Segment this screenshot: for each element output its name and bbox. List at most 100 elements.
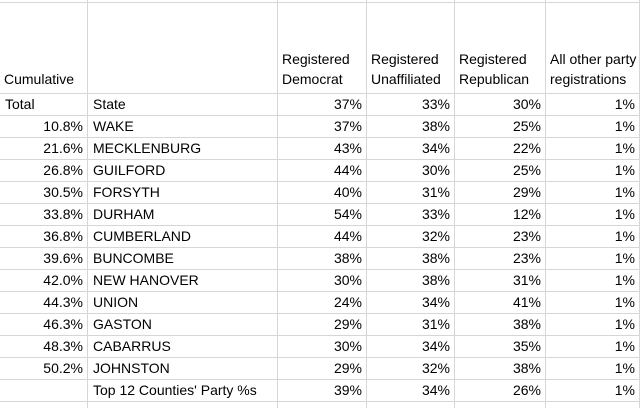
cell-dem[interactable]: 40% [278,182,367,204]
cell-county[interactable]: UNION [88,292,278,314]
cell-dem[interactable]: 29% [278,314,367,336]
cell-cumulative[interactable]: 26.8% [0,160,88,182]
cell-rep[interactable]: 26% [455,380,546,402]
cell-other[interactable]: 1% [546,116,640,138]
cell-other[interactable]: 1% [546,160,640,182]
cell-cumulative[interactable]: 48.3% [0,336,88,358]
cell-unaff[interactable]: 32% [367,358,455,380]
cell-empty[interactable] [367,402,455,408]
cell-empty[interactable] [455,402,546,408]
cell-other[interactable]: 1% [546,204,640,226]
cell-other[interactable]: 1% [546,380,640,402]
cell-cumulative[interactable]: 42.0% [0,270,88,292]
cell-rep[interactable]: 35% [455,336,546,358]
cell-unaff[interactable]: 30% [367,160,455,182]
cell-empty[interactable] [367,0,455,3]
header-registered-republican[interactable]: Registered Republican [455,3,546,94]
cell-rep[interactable]: 41% [455,292,546,314]
cell-rep[interactable]: 25% [455,116,546,138]
cell-dem[interactable]: 29% [278,358,367,380]
cell-county[interactable]: NEW HANOVER [88,270,278,292]
cell-empty[interactable] [546,402,640,408]
cell-unaff[interactable]: 34% [367,292,455,314]
header-all-other-party[interactable]: All other party registrations [546,3,640,94]
cell-cumulative[interactable]: 44.3% [0,292,88,314]
cell-empty[interactable] [455,0,546,3]
cell-rep[interactable]: 23% [455,248,546,270]
cell-rep[interactable]: 12% [455,204,546,226]
cell-dem[interactable]: 30% [278,270,367,292]
cell-county[interactable]: BUNCOMBE [88,248,278,270]
cell-county[interactable]: CABARRUS [88,336,278,358]
cell-other[interactable]: 1% [546,248,640,270]
cell-rep[interactable]: 38% [455,358,546,380]
cell-rep[interactable]: 25% [455,160,546,182]
cell-empty[interactable] [278,402,367,408]
cell-cumulative[interactable]: 36.8% [0,226,88,248]
cell-dem[interactable]: 44% [278,226,367,248]
cell-other[interactable]: 1% [546,94,640,116]
cell-unaff[interactable]: 38% [367,248,455,270]
cell-empty[interactable] [0,0,88,3]
cell-county[interactable]: DURHAM [88,204,278,226]
cell-cumulative[interactable]: 39.6% [0,248,88,270]
cell-county[interactable]: GASTON [88,314,278,336]
cell-county[interactable]: WAKE [88,116,278,138]
cell-unaff[interactable]: 31% [367,182,455,204]
cell-other[interactable]: 1% [546,292,640,314]
cell-unaff[interactable]: 38% [367,270,455,292]
cell-other[interactable]: 1% [546,358,640,380]
cell-other[interactable]: 1% [546,226,640,248]
cell-empty[interactable] [88,402,278,408]
cell-rep[interactable]: 30% [455,94,546,116]
cell-other[interactable]: 1% [546,138,640,160]
cell-dem[interactable]: 37% [278,94,367,116]
cell-cumulative[interactable]: 46.3% [0,314,88,336]
cell-county[interactable]: Top 12 Counties' Party %s [88,380,278,402]
cell-empty[interactable] [278,0,367,3]
cell-other[interactable]: 1% [546,336,640,358]
cell-cumulative[interactable]: 50.2% [0,358,88,380]
cell-dem[interactable]: 43% [278,138,367,160]
cell-cumulative[interactable]: 21.6% [0,138,88,160]
cell-other[interactable]: 1% [546,182,640,204]
cell-dem[interactable]: 24% [278,292,367,314]
cell-cumulative[interactable]: Total [0,94,88,116]
cell-county[interactable]: FORSYTH [88,182,278,204]
cell-rep[interactable]: 31% [455,270,546,292]
cell-unaff[interactable]: 34% [367,138,455,160]
cell-cumulative[interactable]: 33.8% [0,204,88,226]
cell-unaff[interactable]: 34% [367,380,455,402]
cell-dem[interactable]: 30% [278,336,367,358]
header-registered-unaffiliated[interactable]: Registered Unaffiliated [367,3,455,94]
cell-unaff[interactable]: 31% [367,314,455,336]
cell-cumulative[interactable]: 10.8% [0,116,88,138]
cell-county[interactable]: MECKLENBURG [88,138,278,160]
cell-county[interactable]: State [88,94,278,116]
header-county[interactable] [88,3,278,94]
cell-cumulative[interactable] [0,380,88,402]
cell-unaff[interactable]: 34% [367,336,455,358]
header-cumulative[interactable]: Cumulative [0,3,88,94]
cell-dem[interactable]: 37% [278,116,367,138]
header-registered-democrat[interactable]: Registered Democrat [278,3,367,94]
cell-unaff[interactable]: 33% [367,204,455,226]
cell-dem[interactable]: 44% [278,160,367,182]
cell-other[interactable]: 1% [546,314,640,336]
cell-dem[interactable]: 54% [278,204,367,226]
cell-unaff[interactable]: 32% [367,226,455,248]
cell-rep[interactable]: 23% [455,226,546,248]
cell-cumulative[interactable]: 30.5% [0,182,88,204]
cell-rep[interactable]: 29% [455,182,546,204]
cell-dem[interactable]: 38% [278,248,367,270]
cell-county[interactable]: CUMBERLAND [88,226,278,248]
cell-rep[interactable]: 22% [455,138,546,160]
cell-rep[interactable]: 38% [455,314,546,336]
cell-unaff[interactable]: 38% [367,116,455,138]
cell-dem[interactable]: 39% [278,380,367,402]
cell-unaff[interactable]: 33% [367,94,455,116]
cell-county[interactable]: JOHNSTON [88,358,278,380]
cell-county[interactable]: GUILFORD [88,160,278,182]
cell-empty[interactable] [88,0,278,3]
cell-other[interactable]: 1% [546,270,640,292]
